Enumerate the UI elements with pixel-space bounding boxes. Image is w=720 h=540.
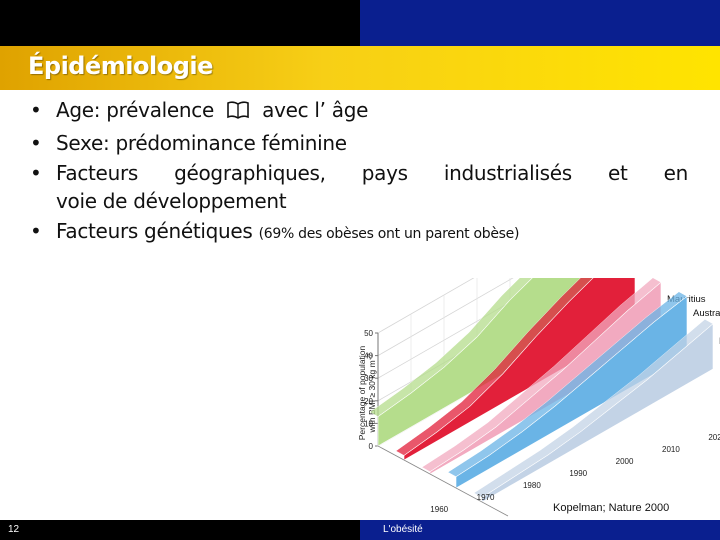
y-tick-label: 40	[364, 352, 373, 361]
bullet-sex: • Sexe: prédominance féminine	[28, 129, 688, 157]
bullet-age-text: Age: prévalence	[56, 98, 214, 122]
bullet-genetic-note: (69% des obèses ont un parent obèse)	[258, 226, 520, 242]
bullet-marker: •	[30, 131, 42, 155]
y-axis-title: Percentage of population	[357, 345, 367, 440]
header-blue-bar	[360, 0, 720, 46]
title-band	[0, 46, 720, 90]
bullet-age: • Age: prévalence avec l’ âge	[28, 96, 688, 127]
bullet-geo-word: en	[663, 161, 689, 185]
x-tick-label: 1970	[477, 493, 495, 502]
x-tick-label: 1980	[523, 481, 541, 490]
bullet-geo-continuation: voie de développement	[56, 189, 287, 213]
grid-line	[377, 278, 475, 334]
obesity-chart: 0 10 20 30 40 50 Percentage of population with …	[340, 278, 720, 518]
page-number: 12	[8, 524, 20, 535]
y-tick-label: 20	[364, 397, 373, 406]
y-axis-title-line2: with BMI ≥ 30 kg m−2	[367, 353, 377, 434]
footer-dark-bar	[0, 520, 360, 540]
book-icon	[226, 99, 250, 127]
y-tick-label: 50	[364, 329, 373, 338]
x-tick-label: 2020	[708, 433, 720, 442]
bullet-marker: •	[30, 98, 42, 122]
x-tick-label: 2010	[662, 445, 680, 454]
footer-blue-bar	[360, 520, 720, 540]
bullet-sex-text: Sexe: prédominance féminine	[56, 131, 347, 155]
citation: Kopelman; Nature 2000	[553, 502, 670, 514]
bullet-geo-line: Facteurs géographiques, pays industriali…	[56, 159, 688, 187]
bullet-marker: •	[30, 219, 42, 243]
bullet-geo: • Facteurs géographiques, pays industria…	[28, 159, 688, 215]
bullet-marker: •	[30, 161, 42, 185]
bullet-geo-word: Facteurs	[56, 161, 138, 185]
bullet-genetic-text: Facteurs génétiques	[56, 219, 259, 243]
x-tick-label: 2000	[616, 457, 634, 466]
footer-title: L'obésité	[383, 524, 423, 535]
obesity-chart-svg: 0 10 20 30 40 50 Percentage of population with …	[357, 278, 720, 517]
bullet-geo-word: géographiques,	[174, 161, 326, 185]
x-tick-label: 1960	[430, 505, 448, 514]
depth-axis	[377, 445, 509, 517]
bullet-geo-word: et	[607, 161, 628, 185]
slide-title: Épidémiologie	[28, 52, 213, 80]
series-area	[481, 323, 714, 503]
header-dark-bar	[0, 0, 360, 46]
bullet-genetic: • Facteurs génétiques (69% des obèses on…	[28, 217, 688, 248]
grid-line	[377, 278, 514, 356]
bullet-age-text-after: avec l’ âge	[262, 98, 369, 122]
bullet-geo-word: pays	[361, 161, 408, 185]
x-tick-label: 1990	[569, 469, 587, 478]
bullet-geo-word: industrialisés	[443, 161, 572, 185]
bullet-list: • Age: prévalence avec l’ âge • Sexe: pr…	[28, 96, 688, 250]
y-tick-label: 30	[364, 374, 373, 383]
y-tick-label: 0	[369, 442, 374, 451]
y-tick-label: 10	[364, 419, 373, 428]
series-label: Australia	[693, 308, 720, 319]
